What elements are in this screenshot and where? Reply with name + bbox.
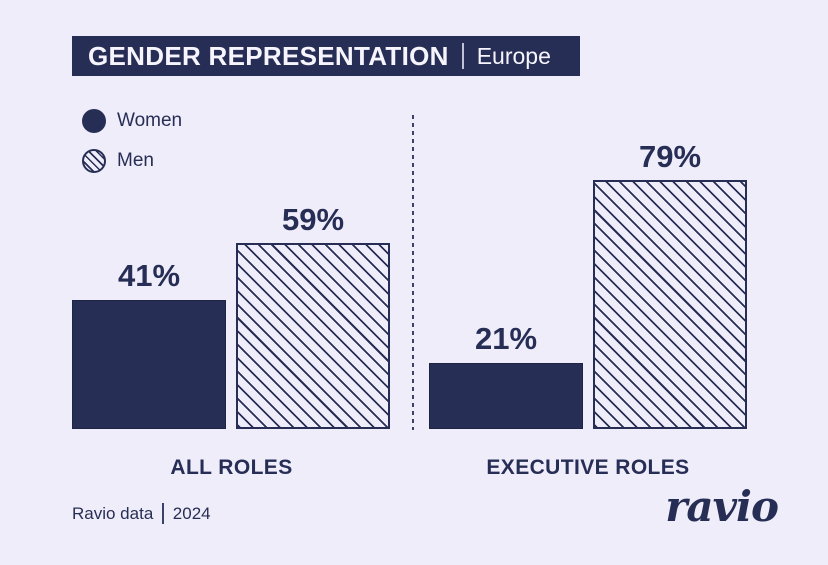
legend-women-label: Women (117, 110, 183, 131)
legend: Women Men (82, 108, 182, 188)
title-separator (461, 43, 464, 69)
bar-women-executive-roles: 21% (429, 321, 583, 429)
bar-value-men-all-roles: 59% (281, 202, 345, 237)
region-label: Europe (476, 42, 551, 69)
source-text: Ravio data (72, 503, 154, 523)
bar-value-women-executive-roles: 21% (474, 321, 538, 356)
data-source-note: Ravio data 2024 (72, 503, 211, 524)
title-banner: GENDER REPRESENTATION Europe (72, 36, 580, 76)
category-label-all-roles: ALL ROLES (170, 456, 293, 479)
legend-item-women: Women (82, 108, 182, 134)
group-divider-dashed-line (412, 115, 414, 430)
legend-item-men: Men (82, 148, 182, 174)
bar-value-women-all-roles: 41% (117, 258, 181, 293)
bar-women-all-roles: 41% (72, 258, 226, 429)
source-year: 2024 (172, 503, 211, 523)
source-separator (162, 503, 164, 524)
legend-men-label: Men (117, 150, 154, 171)
bar-value-men-executive-roles: 79% (638, 139, 702, 174)
women-swatch-icon (82, 109, 106, 133)
ravio-logo: ravio (665, 482, 779, 531)
category-label-executive-roles: EXECUTIVE ROLES (486, 456, 690, 479)
bar-men-executive-roles: 79% (593, 139, 747, 429)
men-swatch-icon (82, 149, 106, 173)
chart-title: GENDER REPRESENTATION (88, 40, 449, 71)
bar-men-all-roles: 59% (236, 202, 390, 429)
